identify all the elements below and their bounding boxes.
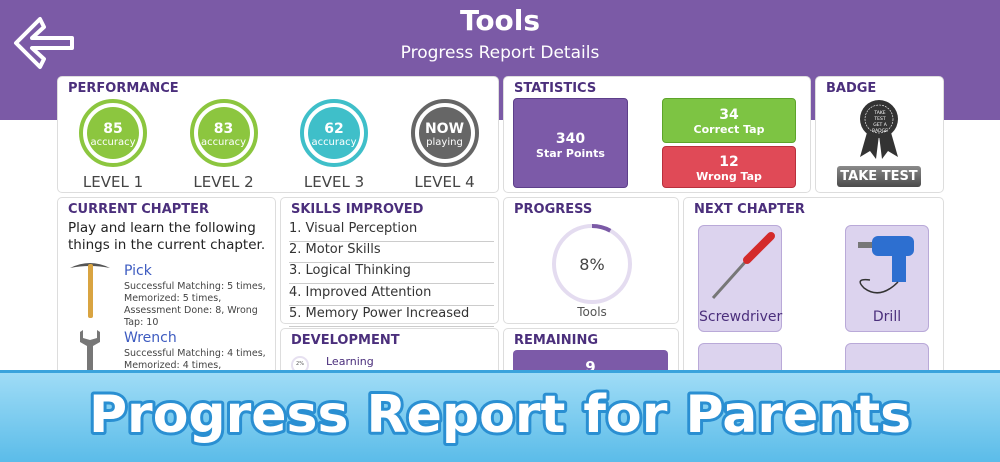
level-label: LEVEL 3 <box>303 173 365 191</box>
stat-value: 34 <box>719 107 739 123</box>
title: Tools <box>459 4 541 37</box>
drill-icon <box>858 236 914 294</box>
item-details: Successful Matching: 5 times, Memorized:… <box>124 281 266 328</box>
stat-value: 340 <box>555 131 586 147</box>
level-ring-inner: 83 accuracy <box>197 107 250 159</box>
level-value: 85 <box>103 121 123 137</box>
level-label: LEVEL 1 <box>82 173 144 191</box>
pick-icon <box>70 263 110 318</box>
level-ring-inner: NOW playing <box>418 107 471 159</box>
stat-value: 12 <box>719 154 739 170</box>
card-title: SKILLS IMPROVED <box>291 202 424 217</box>
item-name: Pick <box>124 263 152 279</box>
progress-card: PROGRESS 8% Tools <box>503 197 679 324</box>
level-value: NOW <box>424 121 465 137</box>
level-ring: 85 accuracy <box>79 99 147 167</box>
card-title: STATISTICS <box>514 81 597 96</box>
progress-arc <box>591 224 612 233</box>
card-title: BADGE <box>826 81 877 96</box>
card-title: REMAINING <box>514 333 598 348</box>
badge-icon <box>860 100 898 159</box>
screwdriver-icon <box>711 232 775 300</box>
skills-card: SKILLS IMPROVED 1. Visual Perception 2. M… <box>280 197 499 327</box>
item-name: Wrench <box>124 330 177 346</box>
progress-caption: Tools <box>577 305 607 319</box>
card-title: CURRENT CHAPTER <box>68 202 210 217</box>
tile-label: Screwdriver <box>699 309 783 325</box>
statistics-card: STATISTICS 340 Star Points 34 Correct Ta… <box>503 76 811 193</box>
skill-item: 1. Visual Perception <box>289 221 494 242</box>
correct-tap: 34 Correct Tap <box>662 98 796 143</box>
skill-item: 5. Memory Power Increased <box>289 306 494 327</box>
card-title: NEXT CHAPTER <box>694 202 805 217</box>
banner-text: Progress Report for Parents <box>89 385 911 445</box>
level-caption: accuracy <box>200 137 247 148</box>
subtitle: Progress Report Details <box>400 43 600 63</box>
card-title: PROGRESS <box>514 202 593 217</box>
star-points: 340 Star Points <box>513 98 628 188</box>
level-label: LEVEL 2 <box>193 173 254 191</box>
level-ring: 62 accuracy <box>300 99 368 167</box>
stat-label: Star Points <box>536 147 605 160</box>
level-ring-inner: 62 accuracy <box>308 107 360 159</box>
dev-percent: 2% <box>296 361 304 367</box>
level-caption: playing <box>426 137 463 148</box>
skill-item: 3. Logical Thinking <box>289 263 494 285</box>
banner <box>0 370 1000 462</box>
banner-text-layer: Progress Report for Parents <box>86 382 914 448</box>
tile-label: Drill <box>872 309 902 325</box>
progress-label: 8% <box>579 255 605 274</box>
level-ring: NOW playing <box>410 99 479 167</box>
skill-item: 2. Motor Skills <box>289 242 494 264</box>
intro: Play and learn the following things in t… <box>68 220 266 253</box>
dev-label: Learning <box>326 355 374 368</box>
progress-ring <box>552 224 632 304</box>
level-ring-inner: 85 accuracy <box>87 107 139 159</box>
level-ring: 83 accuracy <box>189 99 258 167</box>
back-button[interactable] <box>10 14 78 72</box>
wrong-tap: 12 Wrong Tap <box>662 146 796 188</box>
wrench-icon <box>80 330 100 386</box>
badge-card: BADGE TAKE TEST GET A BADGE TAKE TEST <box>815 76 944 193</box>
stat-label: Correct Tap <box>693 123 765 136</box>
stat-label: Wrong Tap <box>696 170 762 183</box>
take-test-button[interactable]: TAKE TEST <box>837 166 921 187</box>
card-title: DEVELOPMENT <box>291 333 400 348</box>
level-label: LEVEL 4 <box>414 173 475 191</box>
level-value: 83 <box>213 121 234 137</box>
level-caption: accuracy <box>311 137 357 148</box>
current-chapter-card: CURRENT CHAPTER Play and learn the follo… <box>57 197 276 397</box>
level-value: 62 <box>324 121 344 137</box>
level-caption: accuracy <box>90 137 136 148</box>
chapter-tile[interactable]: Screwdriver <box>698 225 782 332</box>
chapter-tile[interactable]: Drill <box>845 225 929 332</box>
skill-item: 4. Improved Attention <box>289 285 494 306</box>
performance-card: PERFORMANCE 85 accuracy LEVEL 1 83 accuracy L… <box>57 76 499 193</box>
card-title: PERFORMANCE <box>68 81 179 96</box>
badge-text: TAKE TEST GET A BADGE <box>872 111 888 134</box>
